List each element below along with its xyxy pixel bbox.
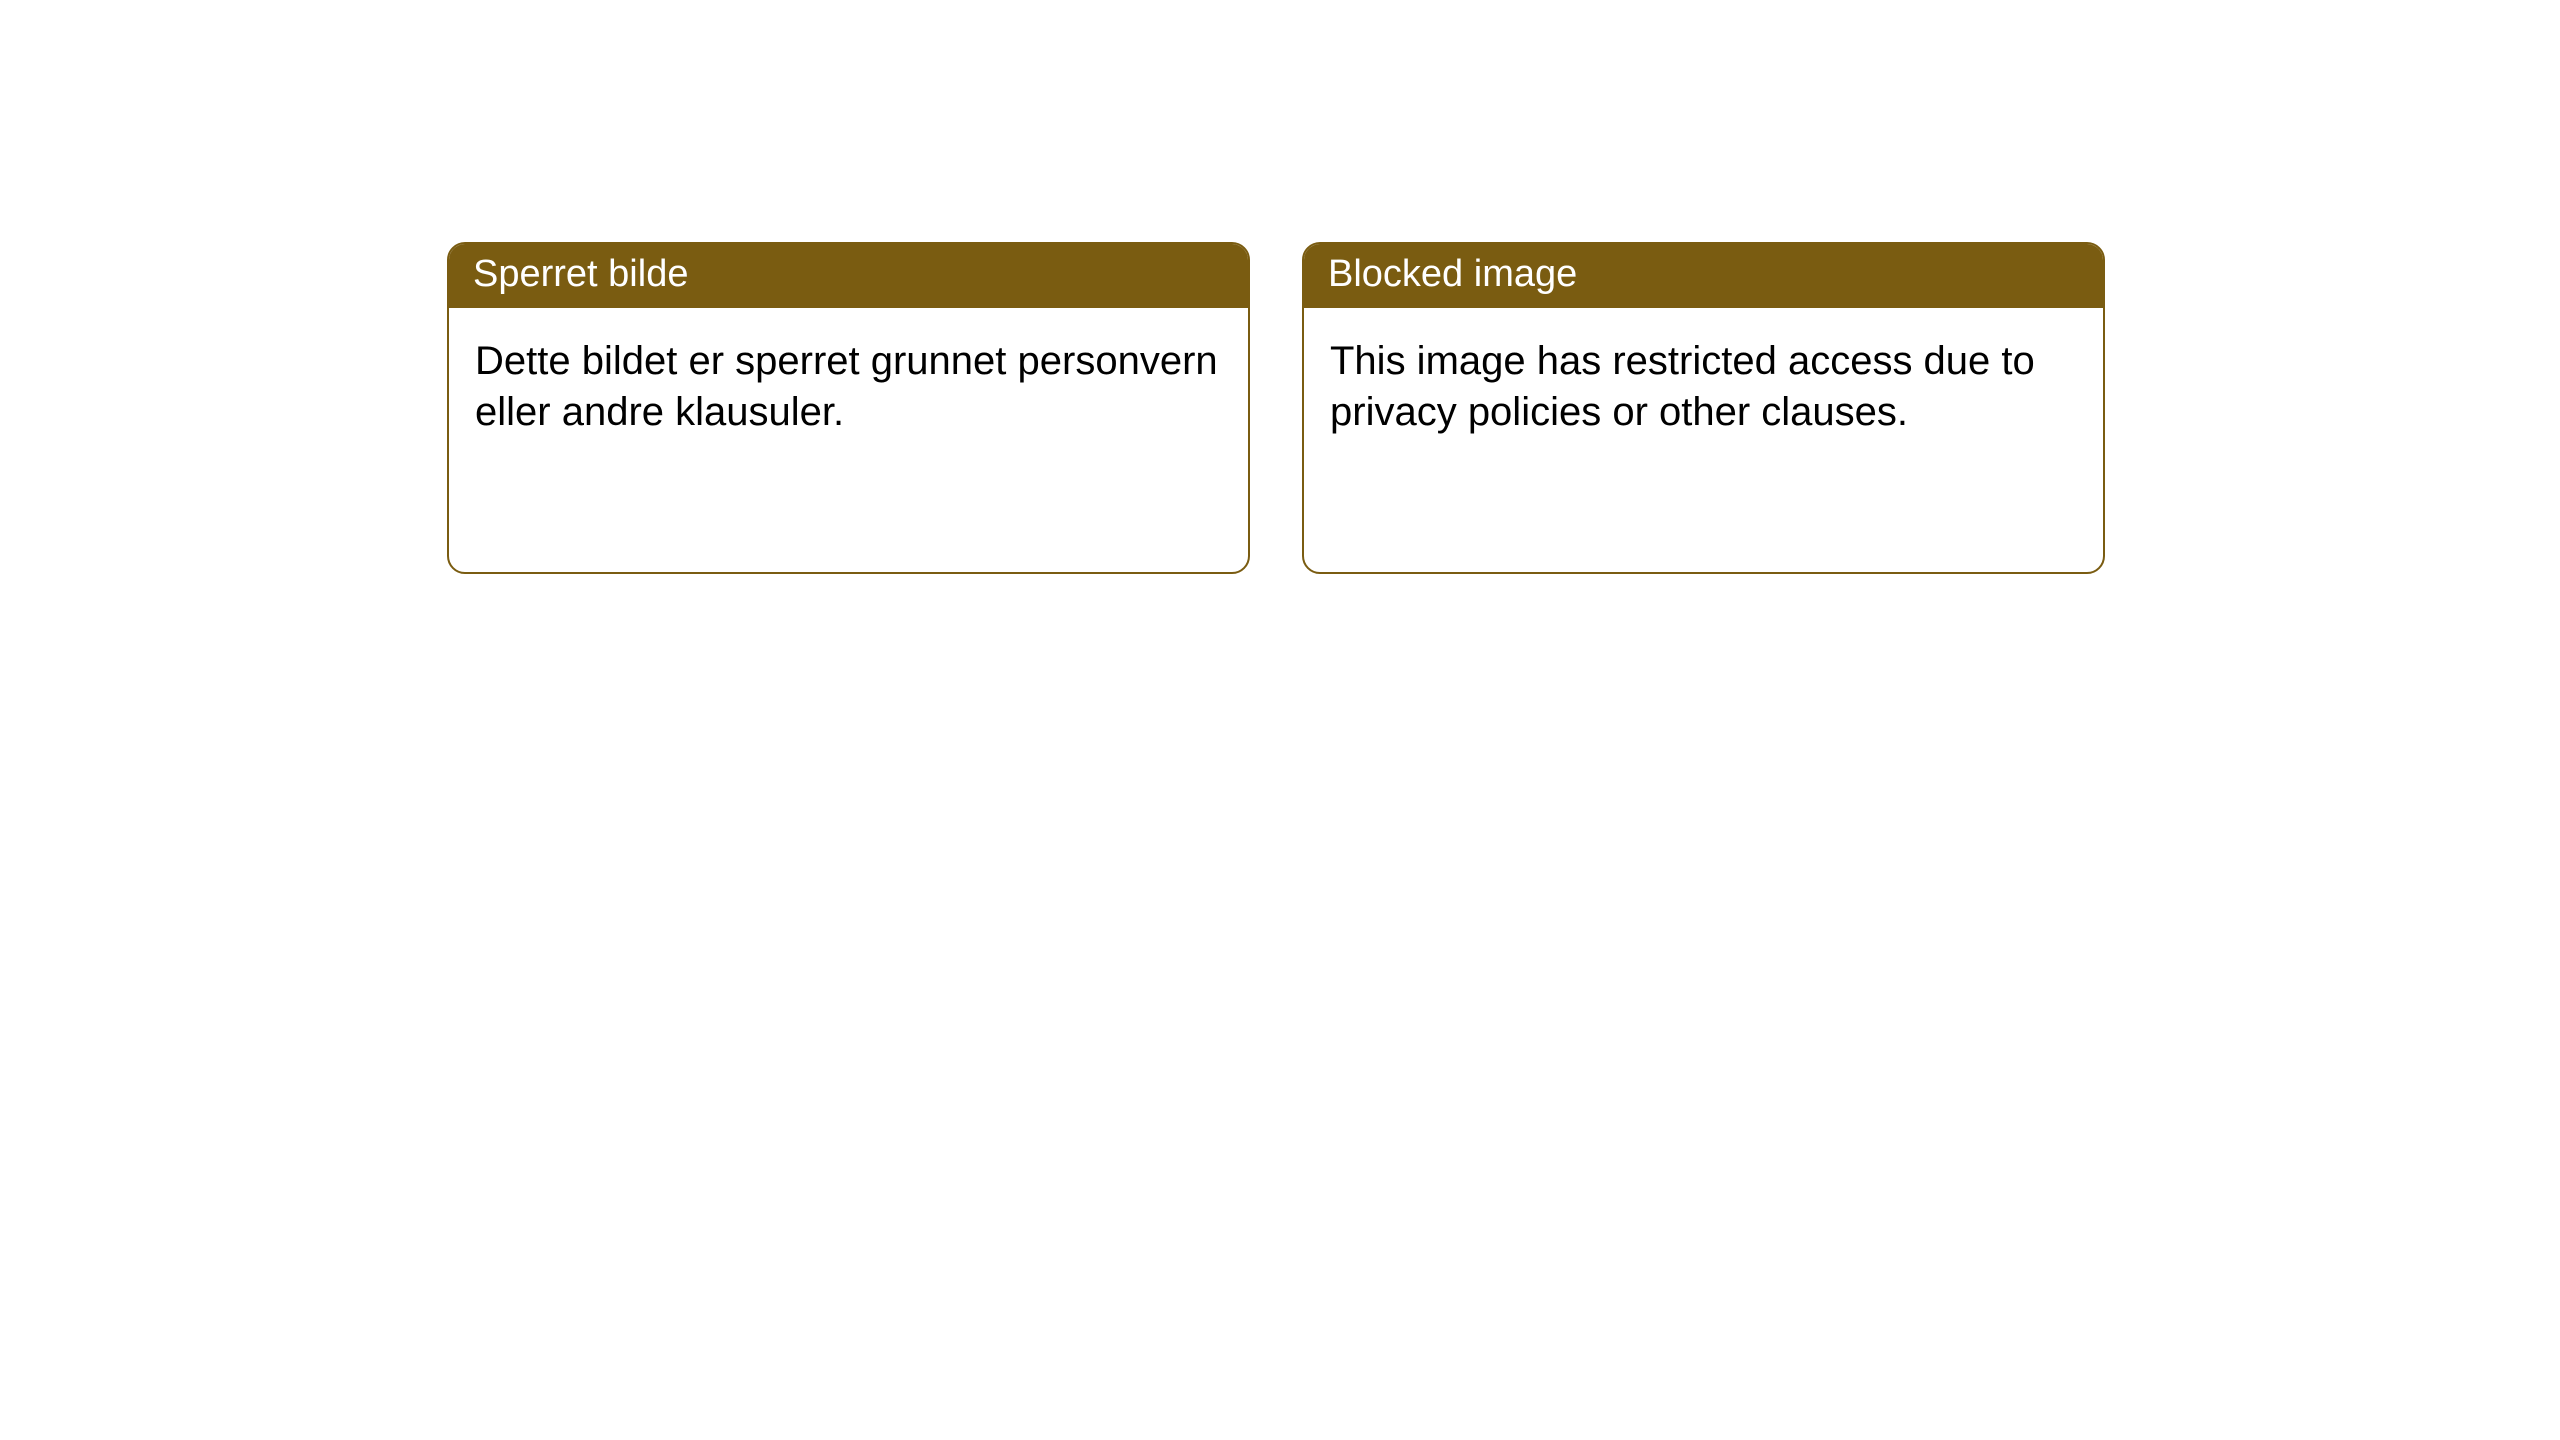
notice-container: Sperret bilde Dette bildet er sperret gr…: [0, 0, 2560, 574]
notice-card-norwegian: Sperret bilde Dette bildet er sperret gr…: [447, 242, 1250, 574]
notice-body-text: Dette bildet er sperret grunnet personve…: [449, 308, 1248, 466]
notice-title: Blocked image: [1304, 244, 2103, 308]
notice-body-text: This image has restricted access due to …: [1304, 308, 2103, 466]
notice-title: Sperret bilde: [449, 244, 1248, 308]
notice-card-english: Blocked image This image has restricted …: [1302, 242, 2105, 574]
